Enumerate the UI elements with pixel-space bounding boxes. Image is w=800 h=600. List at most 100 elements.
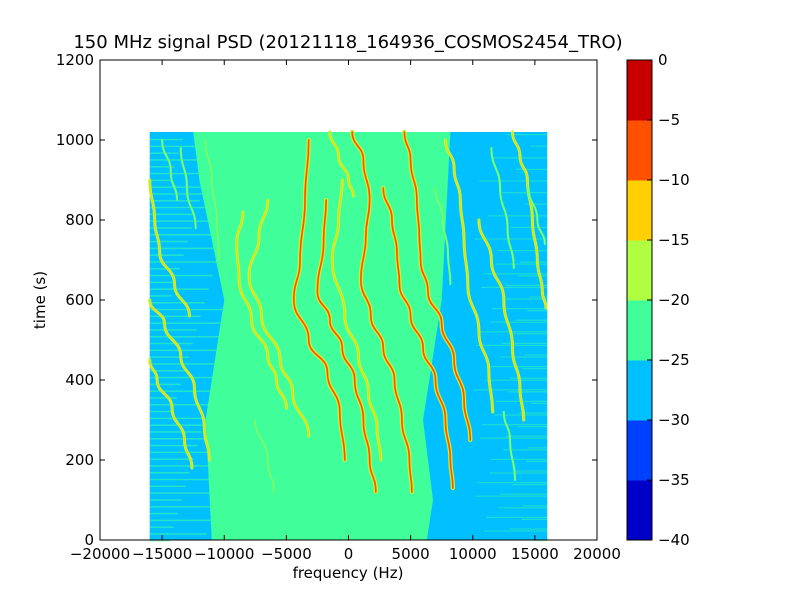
noise-streak bbox=[531, 402, 548, 404]
noise-streak bbox=[517, 426, 548, 428]
noise-streak bbox=[500, 493, 548, 495]
noise-streak bbox=[149, 390, 214, 392]
noise-streak bbox=[149, 186, 204, 188]
noise-streak bbox=[149, 240, 188, 243]
x-tick-label: 0 bbox=[344, 545, 354, 563]
x-tick-label: −15000 bbox=[132, 545, 192, 563]
noise-streak bbox=[475, 495, 548, 497]
x-tick-label: 5000 bbox=[392, 545, 430, 563]
noise-streak bbox=[149, 193, 237, 195]
noise-streak bbox=[149, 200, 200, 202]
noise-streak bbox=[494, 414, 548, 416]
y-tick-label: 200 bbox=[65, 451, 94, 469]
x-tick-label: −5000 bbox=[261, 545, 312, 563]
noise-streak bbox=[529, 296, 548, 298]
noise-streak bbox=[480, 437, 548, 439]
colorbar-segment bbox=[627, 120, 652, 181]
x-tick-label: 15000 bbox=[511, 545, 559, 563]
noise-streak bbox=[516, 168, 548, 170]
noise-streak bbox=[149, 288, 209, 290]
signal-trace-23 bbox=[254, 419, 275, 493]
noise-streak bbox=[149, 281, 176, 284]
signal-trace-11 bbox=[478, 219, 525, 421]
colorbar-tick-label: −40 bbox=[658, 531, 690, 549]
signal-trace-22 bbox=[503, 411, 516, 481]
x-axis: −20000 −15000 −10000 −5000 0 5000 10000 15000 20… bbox=[70, 60, 621, 563]
noise-streak bbox=[149, 363, 222, 365]
noise-streak bbox=[525, 203, 548, 205]
noise-streak bbox=[149, 315, 201, 318]
noise-streak bbox=[523, 505, 548, 507]
noise-streak bbox=[499, 356, 548, 358]
signal-trace-9 bbox=[329, 131, 355, 197]
noise-streak bbox=[149, 478, 223, 481]
y-tick-label: 0 bbox=[84, 531, 94, 549]
colorbar-segment bbox=[627, 420, 652, 481]
x-tick-label: 10000 bbox=[449, 545, 497, 563]
noise-streak bbox=[532, 540, 548, 542]
noise-streak bbox=[149, 533, 207, 535]
noise-streak bbox=[149, 370, 185, 372]
colorbar-tick-label: −20 bbox=[658, 291, 690, 309]
signal-trace-18 bbox=[161, 139, 178, 201]
signal-trace-6 bbox=[331, 179, 382, 461]
noise-streak bbox=[481, 286, 548, 288]
noise-streak bbox=[521, 518, 548, 520]
noise-streak bbox=[149, 179, 171, 182]
signal-trace-7 bbox=[248, 199, 310, 437]
noise-streak bbox=[149, 506, 215, 508]
noise-streak bbox=[149, 485, 186, 488]
noise-streak bbox=[485, 379, 548, 381]
y-axis-label: time (s) bbox=[31, 271, 49, 329]
x-tick-label: −10000 bbox=[194, 545, 254, 563]
noise-streak bbox=[149, 172, 208, 175]
noise-streak bbox=[504, 298, 548, 300]
colorbar-segment bbox=[627, 300, 652, 361]
noise-streak bbox=[502, 192, 548, 194]
signal-trace-12 bbox=[511, 131, 547, 309]
noise-streak bbox=[478, 331, 548, 333]
colorbar: −40 −35 −30 −25 −20 −15 −10 −5 0 bbox=[626, 51, 690, 549]
noise-streak bbox=[149, 254, 184, 256]
noise-streak bbox=[149, 295, 172, 297]
noise-streak bbox=[520, 261, 548, 263]
noise-streak bbox=[149, 465, 227, 467]
noise-streak bbox=[149, 431, 202, 433]
noise-streak bbox=[527, 310, 548, 312]
colorbar-segment bbox=[627, 180, 652, 241]
noise-streak bbox=[489, 472, 548, 474]
noise-streak bbox=[149, 458, 194, 460]
noise-streak bbox=[510, 377, 548, 379]
y-axis: 0 200 400 600 800 1000 1200 bbox=[56, 51, 597, 549]
colorbar-tick-label: 0 bbox=[658, 51, 668, 69]
noise-streak bbox=[149, 342, 193, 345]
noise-streak bbox=[488, 215, 548, 217]
signal-trace-15 bbox=[149, 359, 193, 469]
noise-streak bbox=[486, 516, 548, 518]
noise-streak bbox=[501, 342, 548, 344]
noise-streak bbox=[149, 540, 170, 542]
signal-trace-2 bbox=[316, 199, 377, 493]
signal-trace-16 bbox=[205, 139, 220, 261]
noise-streak bbox=[149, 336, 230, 338]
heatmap-center-region bbox=[193, 132, 451, 540]
noise-streak bbox=[484, 530, 548, 532]
noise-streak bbox=[149, 383, 181, 386]
noise-streak bbox=[483, 273, 548, 275]
colorbar-tick-label: −15 bbox=[658, 231, 690, 249]
noise-streak bbox=[149, 492, 219, 494]
noise-streak bbox=[149, 159, 212, 161]
noise-streak bbox=[149, 499, 182, 501]
noise-streak bbox=[474, 238, 548, 240]
noise-streak bbox=[149, 247, 221, 250]
colorbar-segment bbox=[627, 240, 652, 301]
colorbar-segment bbox=[627, 480, 652, 541]
noise-streak bbox=[514, 470, 548, 472]
noise-streak bbox=[149, 166, 175, 168]
colorbar-tick-label: −30 bbox=[658, 411, 690, 429]
signal-trace-17 bbox=[180, 147, 197, 229]
colorbar-tick-label: −5 bbox=[658, 111, 680, 129]
noise-streak bbox=[528, 447, 548, 449]
noise-streak bbox=[149, 261, 217, 263]
